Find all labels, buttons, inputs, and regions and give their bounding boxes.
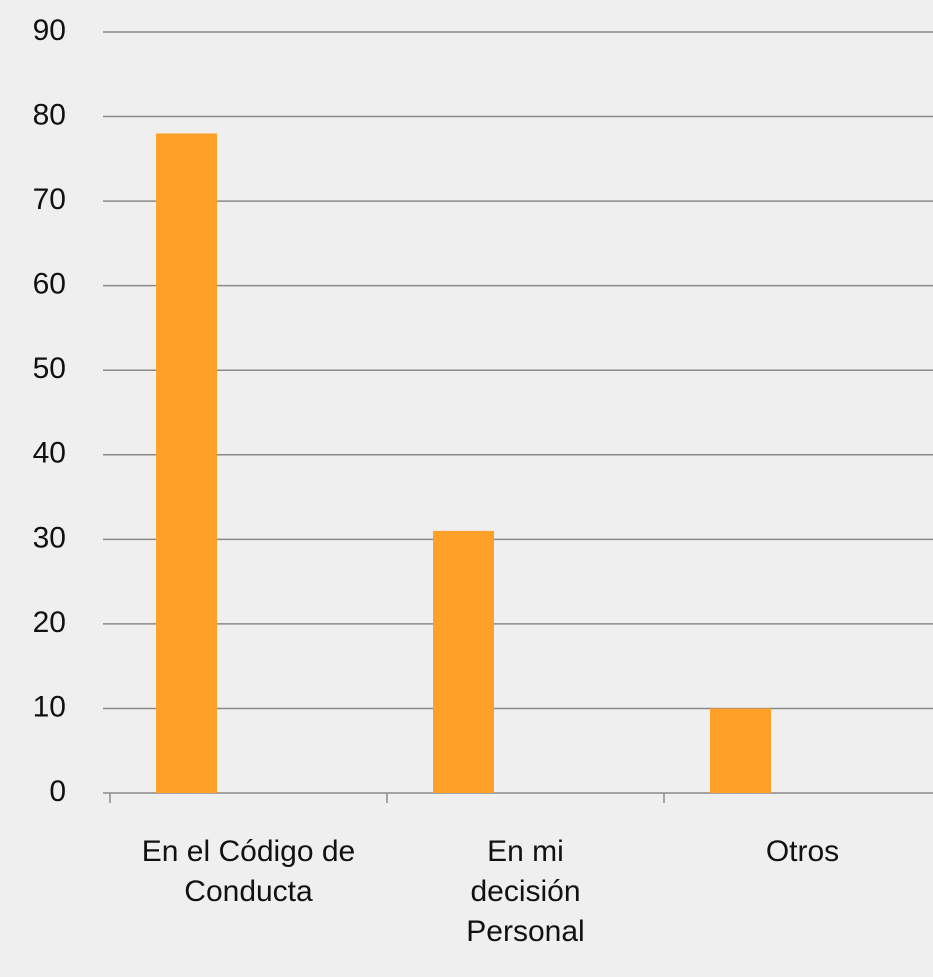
- bar: [433, 530, 494, 793]
- y-tick-label: 0: [49, 775, 66, 808]
- y-tick-label: 70: [33, 183, 66, 216]
- y-tick-label: 90: [33, 14, 66, 47]
- y-tick-label: 30: [33, 521, 66, 554]
- bar: [710, 708, 771, 793]
- y-tick-label: 50: [33, 352, 66, 385]
- y-tick-label: 10: [33, 690, 66, 723]
- x-tick-label: En el Código de Conducta: [141, 835, 356, 908]
- y-tick-label: 60: [33, 268, 66, 301]
- bar: [156, 133, 217, 793]
- y-tick-label: 40: [33, 437, 66, 470]
- x-tick-label: En mi decisión Personal: [466, 835, 585, 948]
- x-tick-label: Otros: [765, 835, 840, 868]
- y-tick-label: 20: [33, 606, 66, 639]
- y-tick-label: 80: [33, 98, 66, 131]
